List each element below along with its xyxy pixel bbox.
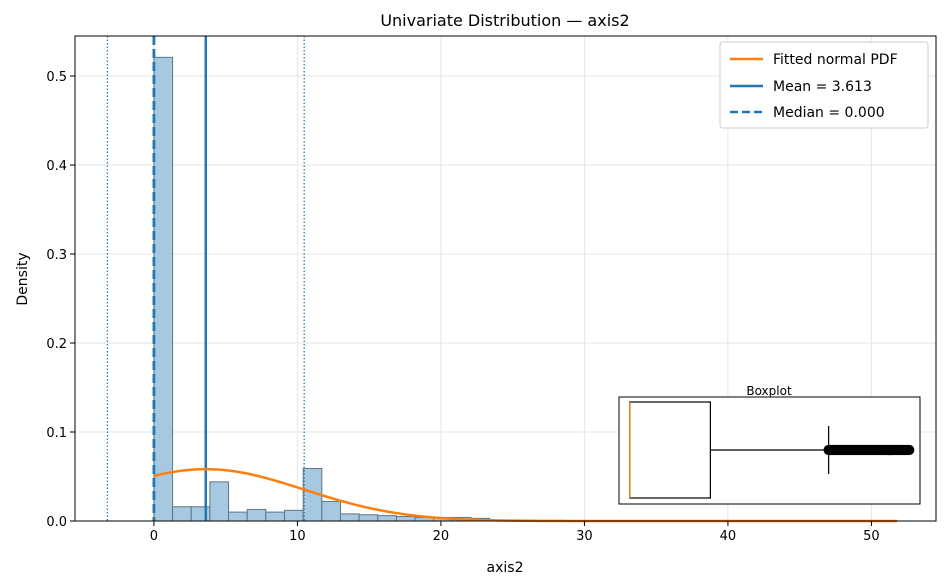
y-tick-label: 0.3 [46, 248, 67, 263]
x-axis-label: axis2 [487, 560, 524, 576]
histogram-bar [153, 56, 174, 522]
histogram-bar [358, 514, 379, 522]
histogram-bar [284, 509, 304, 522]
x-tick-label: 30 [576, 529, 593, 544]
histogram-bar [246, 508, 267, 522]
y-tick-label: 0.1 [46, 426, 67, 441]
legend-label-mean: Mean = 3.613 [773, 79, 872, 95]
chart-title: Univariate Distribution — axis2 [380, 11, 629, 30]
y-tick-label: 0.4 [46, 159, 67, 174]
histogram-bar [321, 500, 341, 522]
histogram-bar [265, 511, 286, 522]
x-tick-label: 10 [289, 529, 306, 544]
y-axis-ticks: 0.0 0.1 0.2 0.3 0.4 0.5 [46, 70, 75, 530]
boxplot-outlier [904, 444, 915, 456]
y-tick-label: 0.0 [46, 515, 67, 530]
histogram-bar [395, 516, 416, 522]
x-tick-label: 20 [433, 529, 450, 544]
histogram-bar [377, 515, 397, 522]
x-tick-label: 50 [863, 529, 880, 544]
histogram-bar [209, 481, 230, 522]
legend-label-pdf: Fitted normal PDF [773, 52, 898, 68]
histogram-bar [190, 506, 211, 522]
plot-frame [74, 35, 937, 522]
x-tick-label: 40 [720, 529, 737, 544]
histogram-bars [153, 56, 491, 522]
histogram-bar [228, 511, 248, 522]
legend-label-median: Median = 0.000 [773, 105, 885, 121]
x-axis-ticks: 0 10 20 30 40 50 [150, 521, 880, 544]
inset-boxplot: Boxplot [618, 384, 921, 505]
y-axis-label: Density [15, 252, 31, 305]
histogram-bar [172, 506, 192, 522]
legend: Fitted normal PDF Mean = 3.613 Median = … [719, 41, 929, 129]
inset-title: Boxplot [746, 384, 792, 398]
boxplot-marks [629, 401, 915, 499]
y-tick-label: 0.5 [46, 70, 67, 85]
reference-lines [106, 36, 305, 521]
x-tick-label: 0 [150, 529, 158, 544]
y-tick-label: 0.2 [46, 337, 67, 352]
legend-box [719, 41, 929, 129]
histogram-bar [339, 513, 360, 522]
